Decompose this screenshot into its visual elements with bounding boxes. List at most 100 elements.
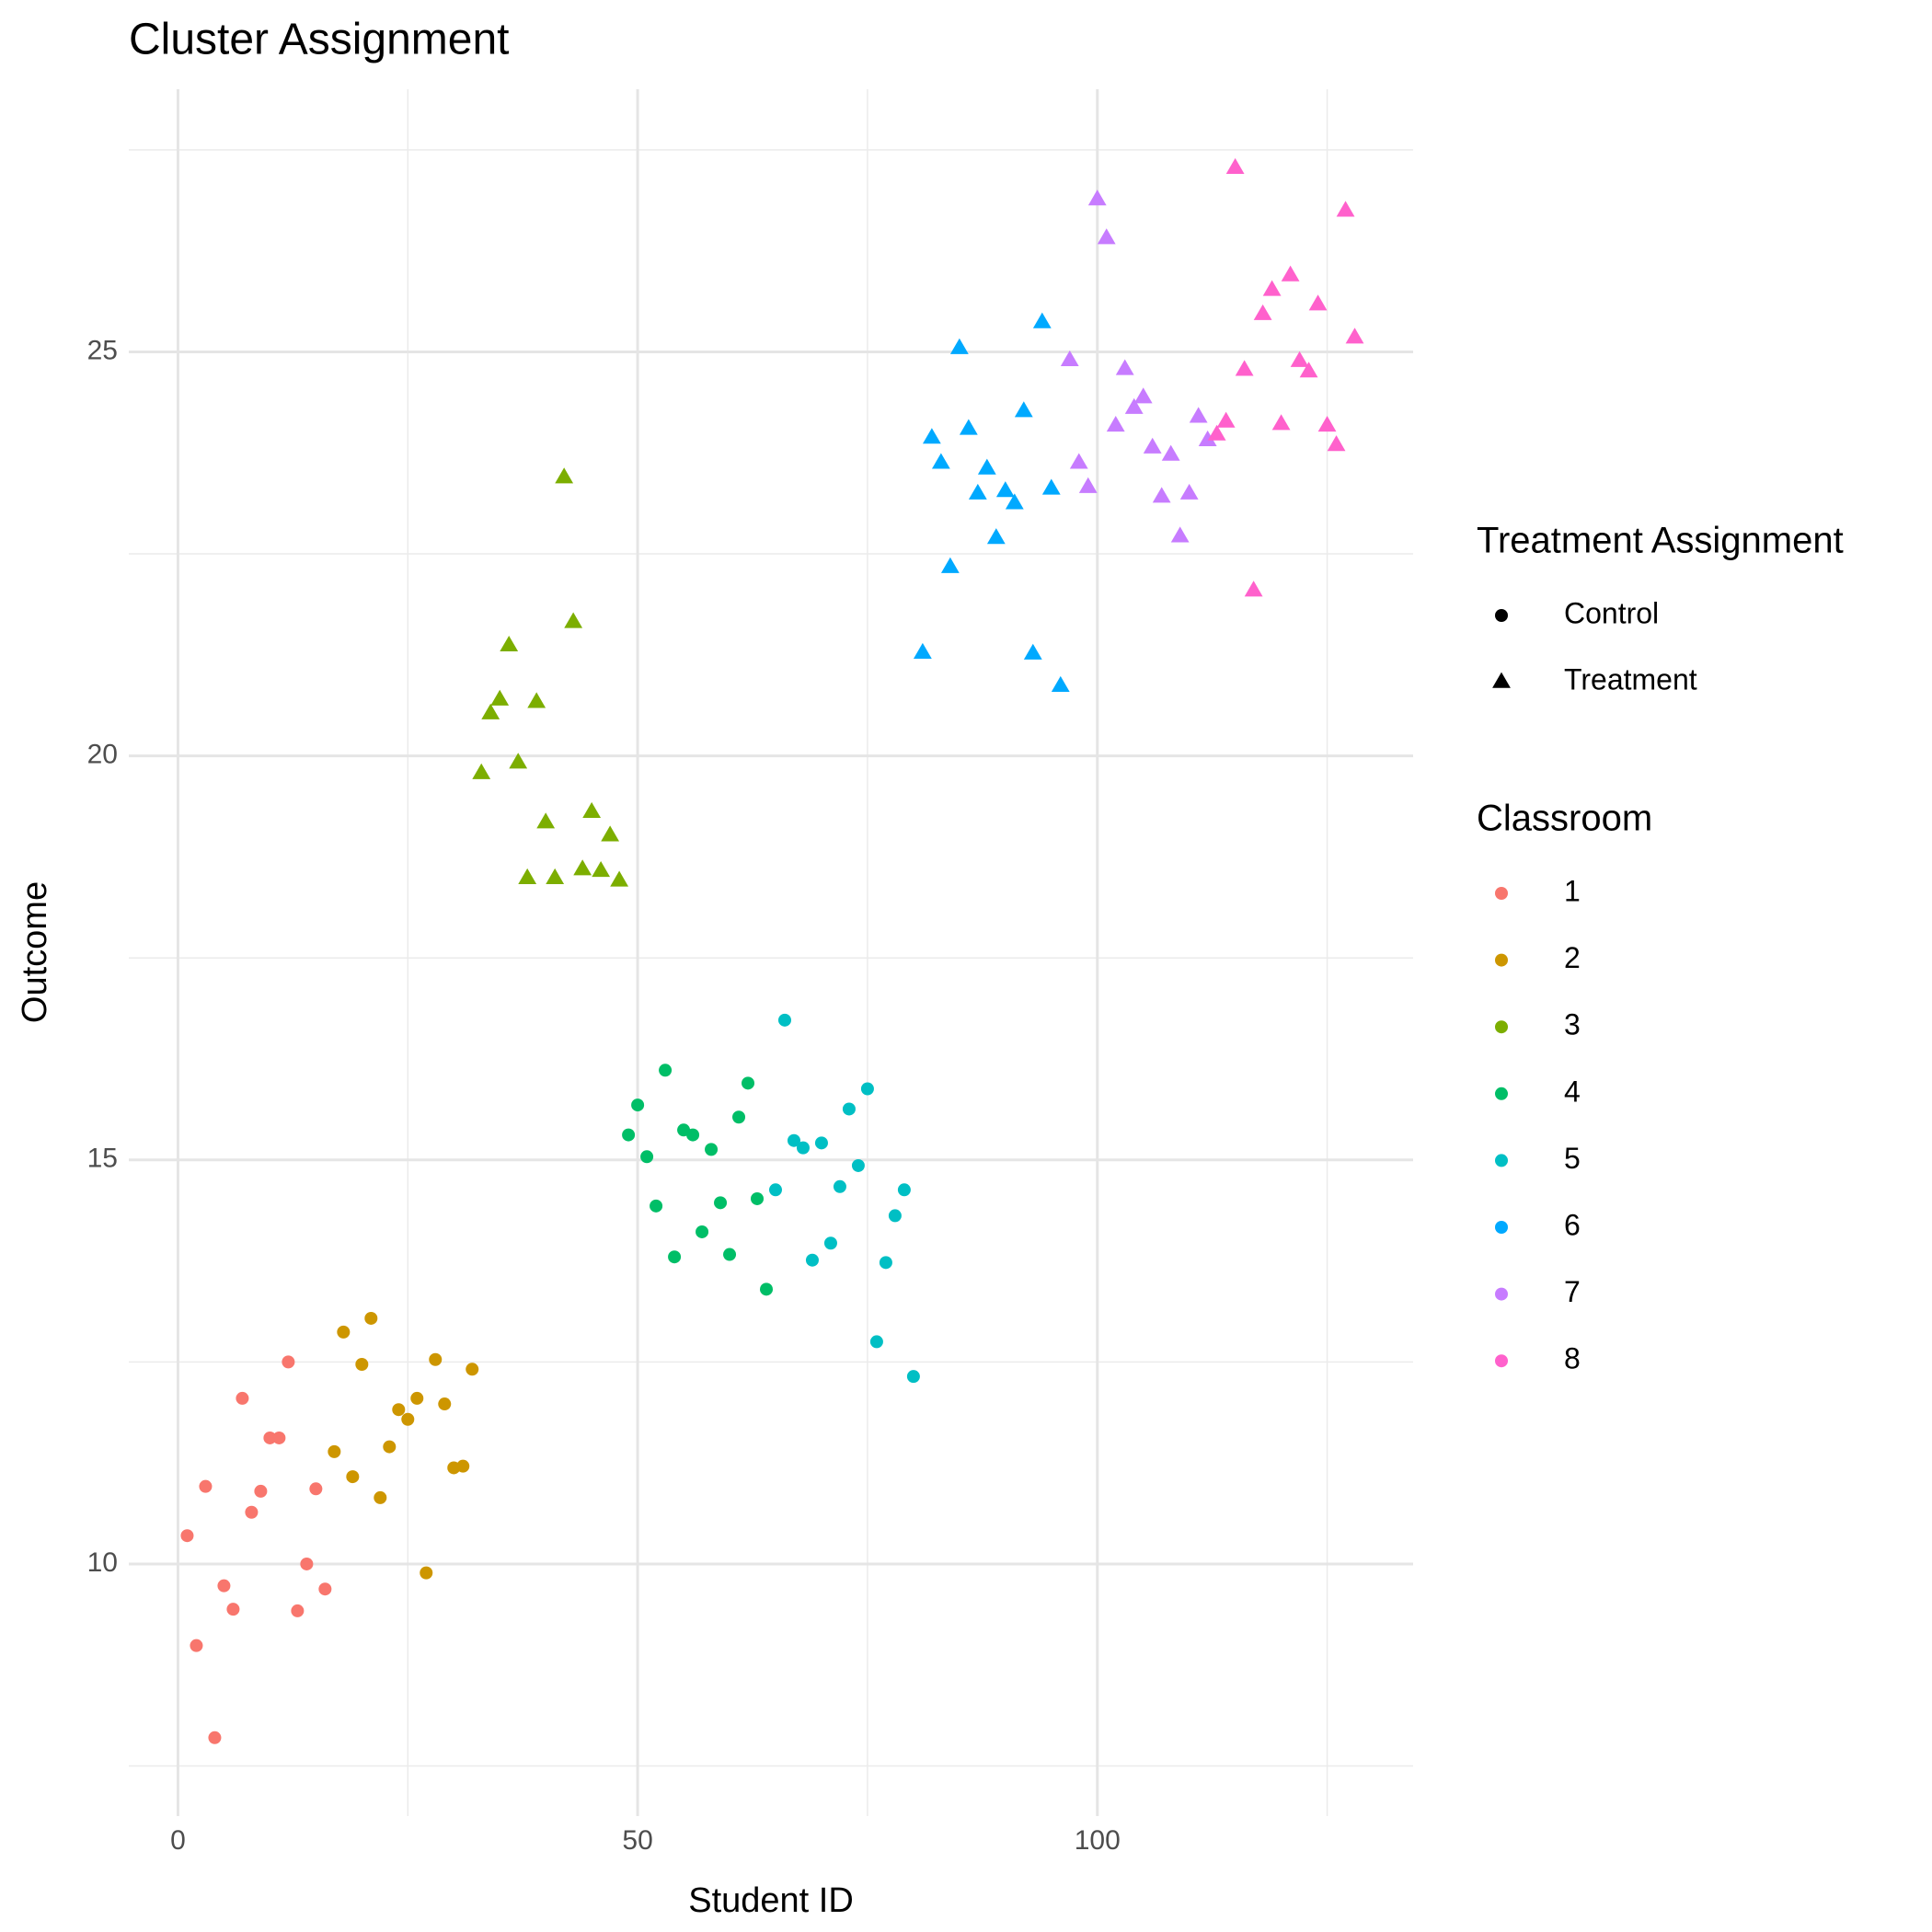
point bbox=[1005, 493, 1024, 510]
point bbox=[472, 763, 491, 779]
point bbox=[226, 1603, 240, 1616]
point bbox=[518, 868, 537, 885]
legend-label: Control bbox=[1564, 596, 1659, 629]
x-tick-label: 0 bbox=[170, 1825, 186, 1856]
point bbox=[814, 1136, 828, 1150]
point bbox=[714, 1196, 728, 1210]
point bbox=[796, 1141, 810, 1155]
legend-key bbox=[1495, 953, 1508, 967]
point bbox=[610, 870, 629, 887]
point bbox=[1281, 265, 1300, 282]
point bbox=[364, 1311, 378, 1325]
legend-key bbox=[1495, 1087, 1508, 1100]
y-axis-title: Outcome bbox=[16, 881, 54, 1023]
point bbox=[328, 1444, 341, 1458]
point bbox=[1170, 526, 1190, 543]
point bbox=[509, 753, 528, 769]
point bbox=[564, 612, 583, 628]
point bbox=[751, 1191, 765, 1205]
point bbox=[500, 635, 519, 652]
point bbox=[860, 1082, 874, 1096]
point bbox=[1078, 477, 1098, 493]
point bbox=[527, 692, 546, 708]
legend-key bbox=[1492, 672, 1511, 688]
point bbox=[592, 860, 611, 878]
legend-key bbox=[1495, 1354, 1508, 1368]
point bbox=[582, 801, 602, 818]
legend-label: 2 bbox=[1564, 941, 1581, 974]
point bbox=[1327, 435, 1346, 452]
x-axis-title: Student ID bbox=[688, 1881, 854, 1920]
point bbox=[263, 1431, 277, 1444]
legend-label: 5 bbox=[1564, 1142, 1581, 1175]
legend-key bbox=[1495, 887, 1508, 900]
point bbox=[466, 1363, 479, 1376]
point bbox=[1225, 157, 1245, 174]
point bbox=[897, 1183, 911, 1197]
point bbox=[668, 1250, 682, 1264]
y-tick-label: 25 bbox=[87, 335, 118, 365]
point bbox=[631, 1098, 645, 1112]
point bbox=[1244, 581, 1263, 597]
point bbox=[1161, 444, 1180, 461]
point bbox=[429, 1352, 443, 1366]
point bbox=[309, 1482, 323, 1496]
point bbox=[922, 428, 941, 444]
point bbox=[768, 1183, 782, 1197]
point bbox=[1179, 483, 1199, 500]
point bbox=[1271, 414, 1291, 431]
point bbox=[742, 1076, 755, 1090]
point bbox=[659, 1064, 673, 1077]
point bbox=[986, 528, 1006, 545]
point bbox=[1235, 360, 1254, 376]
point bbox=[1124, 397, 1144, 414]
point bbox=[383, 1440, 397, 1454]
point bbox=[1152, 487, 1171, 503]
point bbox=[300, 1557, 314, 1570]
point bbox=[1041, 478, 1061, 495]
point bbox=[940, 557, 960, 573]
point bbox=[1299, 362, 1318, 378]
point bbox=[622, 1128, 636, 1142]
legend-key bbox=[1495, 1154, 1508, 1167]
point bbox=[888, 1209, 902, 1223]
legend-label: 8 bbox=[1564, 1342, 1581, 1375]
point bbox=[190, 1639, 203, 1652]
point bbox=[959, 419, 978, 435]
legend-label: 7 bbox=[1564, 1275, 1581, 1308]
point bbox=[1060, 350, 1079, 366]
point bbox=[1087, 190, 1107, 206]
point bbox=[1106, 416, 1125, 432]
x-tick-label: 100 bbox=[1075, 1825, 1121, 1856]
point bbox=[977, 458, 996, 475]
y-tick-label: 20 bbox=[87, 740, 118, 770]
point bbox=[995, 481, 1015, 498]
point bbox=[1253, 304, 1272, 320]
point bbox=[1097, 228, 1116, 245]
point bbox=[546, 868, 565, 885]
point bbox=[650, 1199, 663, 1213]
chart-title: Cluster Assignment bbox=[129, 16, 510, 64]
point bbox=[374, 1490, 387, 1504]
point bbox=[401, 1412, 415, 1426]
point bbox=[337, 1325, 351, 1339]
legend-key bbox=[1495, 1020, 1508, 1034]
legend-key bbox=[1495, 1287, 1508, 1301]
point bbox=[931, 453, 950, 469]
point bbox=[272, 1431, 286, 1444]
point bbox=[392, 1403, 406, 1417]
point bbox=[1133, 387, 1153, 404]
point bbox=[823, 1236, 837, 1250]
point bbox=[777, 1013, 791, 1027]
point bbox=[1345, 328, 1364, 344]
legend-label: 3 bbox=[1564, 1008, 1581, 1041]
point bbox=[1216, 411, 1236, 428]
point bbox=[180, 1529, 194, 1543]
point bbox=[1189, 407, 1208, 423]
point bbox=[968, 483, 987, 500]
point bbox=[217, 1579, 231, 1593]
point bbox=[346, 1470, 360, 1484]
point bbox=[555, 467, 574, 484]
point bbox=[410, 1391, 424, 1405]
point bbox=[1115, 359, 1134, 375]
